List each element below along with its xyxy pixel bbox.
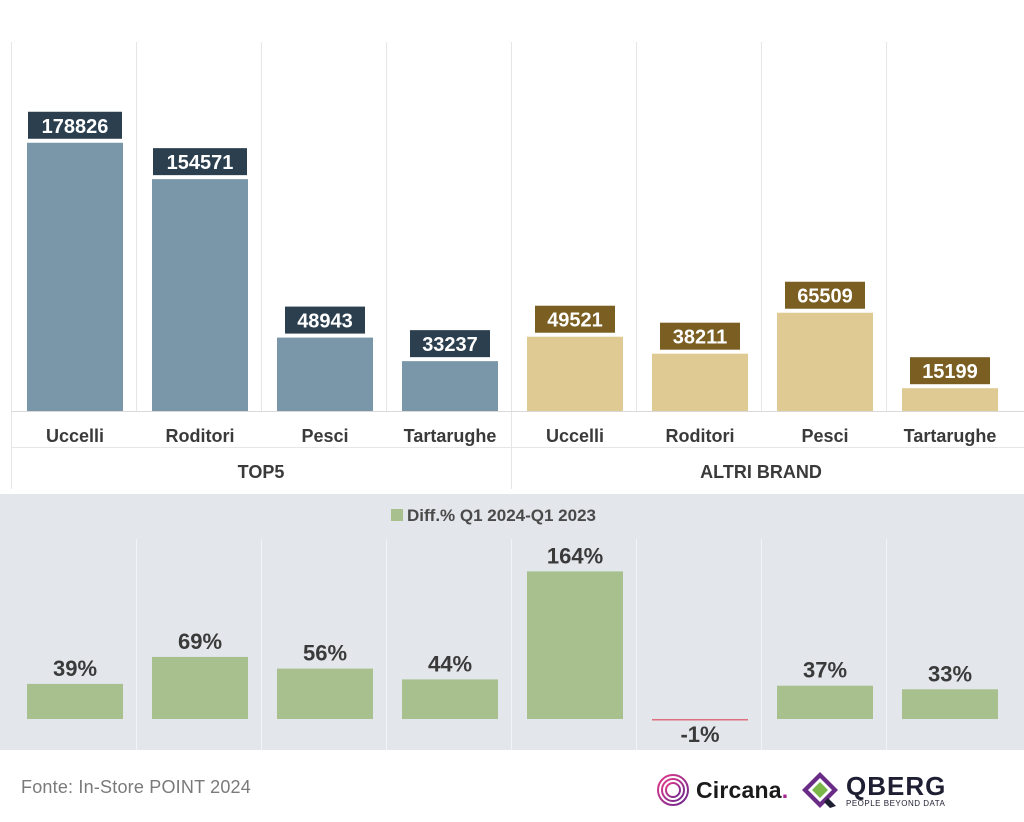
bar [902, 689, 998, 719]
data-label-box [785, 281, 865, 309]
data-label: 44% [428, 651, 472, 676]
data-label-box [28, 111, 122, 139]
bar [402, 361, 498, 411]
data-label: 154571 [167, 152, 234, 174]
category-tick-label: Uccelli [46, 426, 104, 446]
bar [152, 656, 248, 719]
category-tick-label: Roditori [666, 426, 735, 446]
data-label: 56% [303, 641, 347, 666]
data-label-box [410, 330, 490, 358]
bar [527, 336, 623, 411]
data-label: 39% [53, 656, 97, 681]
qberg-wordmark: QBERG [846, 770, 947, 801]
legend-swatch [391, 509, 403, 521]
qberg-tagline: PEOPLE BEYOND DATA [846, 798, 946, 808]
data-label-box [910, 357, 990, 385]
data-label: 33% [928, 661, 972, 686]
data-label: 178826 [42, 116, 109, 138]
data-label: 37% [803, 658, 847, 683]
top-chart-panel: 178826 Uccelli 154571 Roditori 48943 Pesci 332… [11, 42, 1024, 489]
bar [902, 388, 998, 411]
bar [277, 337, 373, 411]
data-label-box [535, 305, 615, 333]
circana-logo: Circana. [656, 770, 788, 810]
data-label: -1% [680, 722, 719, 747]
bar [402, 679, 498, 719]
bar [652, 719, 748, 721]
diff-percent-bar-chart: Diff.% Q1 2024-Q1 2023 39% 69% 56% 44% 164% -1… [27, 506, 998, 750]
category-tick-label: Pesci [301, 426, 348, 446]
volume-bar-chart: 178826 Uccelli 154571 Roditori 48943 Pesci 332… [11, 42, 1024, 489]
bar [777, 685, 873, 719]
bar [152, 179, 248, 411]
category-tick-label: Tartarughe [404, 426, 497, 446]
source-note: Fonte: In-Store POINT 2024 [21, 777, 251, 797]
data-label: 65509 [797, 286, 853, 308]
data-label: 164% [547, 543, 603, 568]
bar [527, 571, 623, 719]
circana-wordmark: Circana. [696, 776, 789, 803]
bar [777, 312, 873, 411]
data-label: 38211 [673, 327, 728, 349]
bar [27, 142, 123, 412]
bottom-chart-panel: Diff.% Q1 2024-Q1 2023 39% 69% 56% 44% 164% -1… [0, 494, 1024, 750]
data-label: 69% [178, 629, 222, 654]
data-label-box [153, 148, 247, 176]
data-label-box [660, 322, 740, 350]
category-tick-label: Pesci [801, 426, 848, 446]
bar [652, 353, 748, 411]
circana-ring-icon [657, 774, 689, 806]
bar [27, 683, 123, 719]
legend-label: Diff.% Q1 2024-Q1 2023 [407, 506, 596, 525]
data-label-box [285, 306, 365, 334]
data-label: 49521 [547, 310, 603, 332]
group-label: TOP5 [238, 462, 285, 482]
category-tick-label: Uccelli [546, 426, 604, 446]
category-tick-label: Roditori [166, 426, 235, 446]
qberg-diamond-icon [802, 772, 838, 808]
group-label: ALTRI BRAND [700, 462, 822, 482]
bar [277, 668, 373, 719]
data-label: 15199 [922, 361, 978, 383]
category-tick-label: Tartarughe [904, 426, 997, 446]
data-label: 33237 [422, 334, 478, 356]
data-label: 48943 [297, 311, 353, 333]
qberg-logo: QBERG PEOPLE BEYOND DATA [800, 768, 946, 812]
